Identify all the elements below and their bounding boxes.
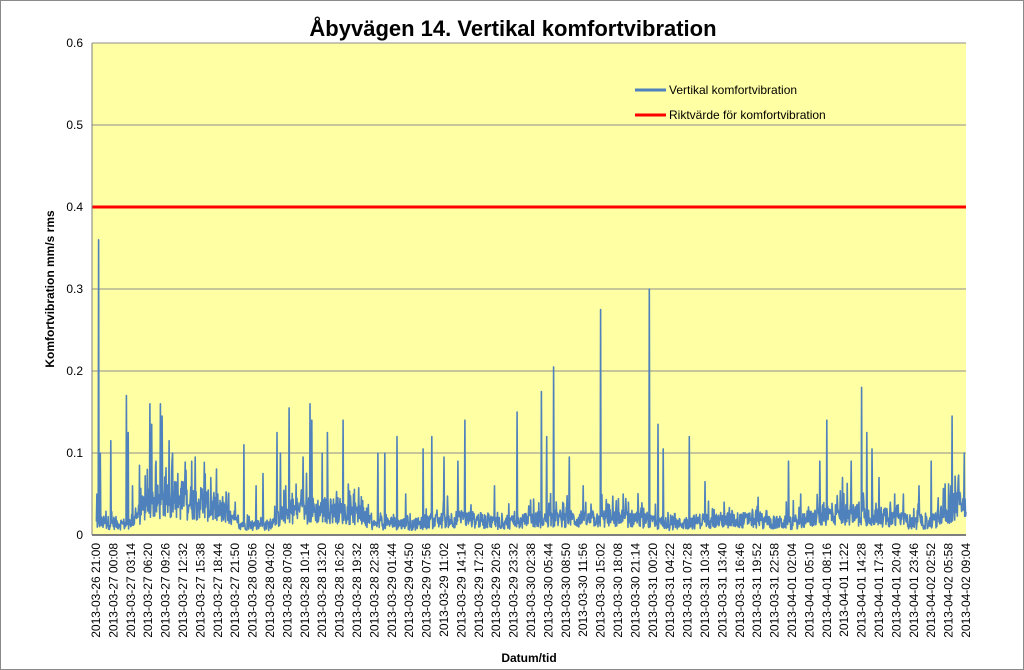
y-axis-title: Komfortvibration mm/s rms [43, 210, 57, 368]
x-tick-label: 2013-04-02 02:52 [924, 543, 938, 638]
x-tick-label: 2013-03-28 04:02 [263, 543, 277, 638]
x-tick-label: 2013-03-27 12:32 [176, 543, 190, 638]
x-tick-label: 2013-03-27 00:08 [106, 543, 120, 638]
x-tick-label: 2013-03-29 07:56 [420, 543, 434, 638]
x-tick-label: 2013-03-28 16:26 [333, 543, 347, 638]
x-tick-label: 2013-03-29 01:44 [385, 543, 399, 638]
y-tick-labels: 0 0.1 0.2 0.3 0.4 0.5 0.6 [66, 36, 83, 542]
x-tick-label: 2013-03-27 21:50 [228, 543, 242, 638]
y-tick-label: 0.5 [66, 118, 83, 132]
x-tick-label: 2013-03-28 00:56 [246, 543, 260, 638]
legend: Vertikal komfortvibration Riktvärde för … [635, 83, 826, 122]
x-tick-label: 2013-03-28 13:20 [315, 543, 329, 638]
x-tick-label: 2013-03-29 14:14 [454, 543, 468, 638]
x-tick-label: 2013-03-30 21:14 [628, 543, 642, 638]
x-tick-label: 2013-03-27 09:26 [159, 543, 173, 638]
x-tick-label: 2013-03-28 19:32 [350, 543, 364, 638]
x-tick-label: 2013-03-29 11:02 [437, 543, 451, 637]
x-tick-label: 2013-03-31 07:28 [681, 543, 695, 638]
y-tick-label: 0 [76, 528, 83, 542]
x-tick-label: 2013-03-26 21:00 [89, 543, 103, 638]
x-axis-title: Datum/tid [501, 651, 556, 665]
x-tick-label: 2013-03-27 15:38 [193, 543, 207, 638]
x-tick-label: 2013-04-02 05:58 [942, 543, 956, 638]
x-tick-label: 2013-03-31 16:46 [733, 543, 747, 638]
series-line-vertical-komfortvibration [95, 239, 967, 532]
x-tick-label: 2013-04-01 20:40 [889, 543, 903, 638]
x-tick-label: 2013-03-31 13:40 [715, 543, 729, 638]
x-tick-label: 2013-03-30 15:02 [594, 543, 608, 638]
y-tick-label: 0.3 [66, 282, 83, 296]
x-tick-label: 2013-03-27 18:44 [211, 543, 225, 638]
x-tick-label: 2013-03-30 02:38 [524, 543, 538, 638]
x-tick-label: 2013-03-30 11:56 [576, 543, 590, 637]
x-tick-label: 2013-03-28 07:08 [280, 543, 294, 638]
x-tick-label: 2013-03-27 06:20 [141, 543, 155, 638]
x-tick-label: 2013-03-28 10:14 [298, 543, 312, 638]
x-tick-label: 2013-03-29 17:20 [472, 543, 486, 638]
x-tick-label: 2013-03-29 20:26 [489, 543, 503, 638]
x-tick-label: 2013-03-28 22:38 [367, 543, 381, 638]
x-tick-label: 2013-04-01 14:28 [855, 543, 869, 638]
legend-label-vertical: Vertikal komfortvibration [669, 83, 797, 97]
series-layer [92, 205, 967, 532]
x-tick-label: 2013-04-01 17:34 [872, 543, 886, 638]
x-tick-label: 2013-03-31 04:22 [663, 543, 677, 638]
x-tick-label: 2013-03-31 10:34 [698, 543, 712, 638]
x-tick-label: 2013-03-29 04:50 [402, 543, 416, 638]
x-tick-label: 2013-03-29 23:32 [507, 543, 521, 638]
x-tick-label: 2013-03-30 08:50 [559, 543, 573, 638]
y-tick-label: 0.4 [66, 200, 83, 214]
x-tick-label: 2013-04-01 08:16 [820, 543, 834, 638]
x-tick-label: 2013-03-27 03:14 [124, 543, 138, 638]
x-tick-label: 2013-04-01 05:10 [802, 543, 816, 638]
y-tick-label: 0.2 [66, 364, 83, 378]
x-tick-label: 2013-04-01 23:46 [907, 543, 921, 638]
x-tick-label: 2013-03-30 05:44 [541, 543, 555, 638]
x-tick-label: 2013-03-31 00:20 [646, 543, 660, 638]
chart-title: Åbyvägen 14. Vertikal komfortvibration [309, 15, 716, 41]
x-tick-labels: 2013-03-26 21:00 2013-03-27 00:08 2013-03-… [89, 543, 973, 638]
x-tick-label: 2013-03-31 22:58 [768, 543, 782, 638]
x-tick-label: 2013-03-31 19:52 [750, 543, 764, 638]
x-tick-label: 2013-04-01 11:22 [837, 543, 851, 637]
x-tick-label: 2013-03-30 18:08 [611, 543, 625, 638]
x-tick-label: 2013-04-02 09:04 [959, 543, 973, 638]
y-tick-label: 0.1 [66, 446, 83, 460]
y-tick-label: 0.6 [66, 36, 83, 50]
legend-label-threshold: Riktvärde för komfortvibration [669, 108, 826, 122]
x-tick-label: 2013-04-01 02:04 [785, 543, 799, 638]
